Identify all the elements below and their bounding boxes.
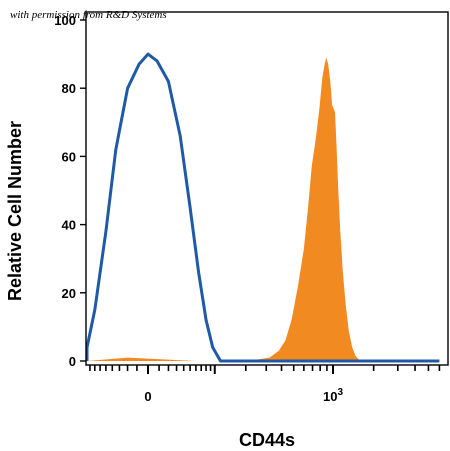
y-tick-label: 0: [69, 354, 76, 369]
x-axis-title: CD44s: [239, 430, 295, 450]
cd44s-stained-histogram: [87, 57, 363, 361]
credit-text: with permission from R&D Systems: [10, 9, 167, 21]
plot-area: [85, 52, 440, 363]
x-axis: 0 103: [89, 365, 441, 404]
y-axis-title: Relative Cell Number: [5, 121, 25, 301]
y-tick-label: 60: [62, 149, 76, 164]
x-tick-label: 103: [323, 387, 343, 404]
isotype-control-histogram: [85, 52, 440, 363]
y-tick-label: 80: [62, 81, 76, 96]
y-tick-label: 40: [62, 218, 76, 233]
y-axis: 0 20 40 60 80 100: [54, 13, 86, 369]
x-tick-label: 0: [144, 389, 151, 404]
y-tick-label: 20: [62, 286, 76, 301]
y-tick-label: 100: [54, 13, 76, 28]
